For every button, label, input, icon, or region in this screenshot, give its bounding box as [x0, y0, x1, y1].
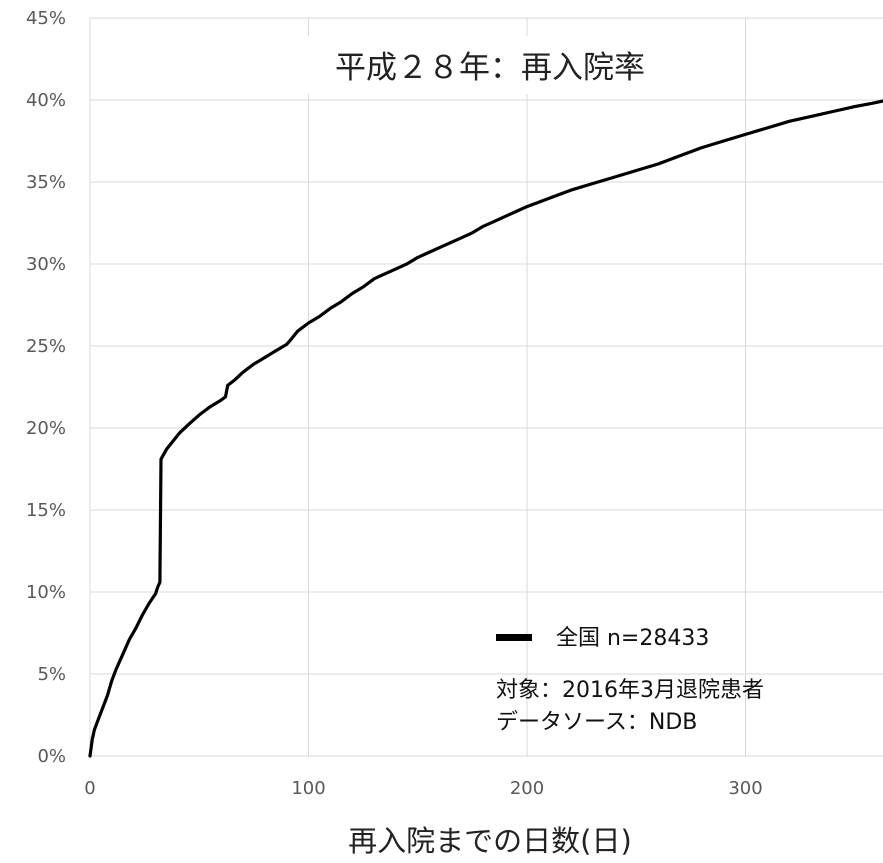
- legend: 全国 n=28433: [496, 626, 709, 651]
- x-tick-label: 0: [84, 778, 95, 799]
- y-axis-ticks: 0% 5% 10% 15% 20% 25% 30% 35% 40% 45%: [26, 8, 66, 767]
- x-axis-label: 再入院までの日数(日): [348, 824, 632, 858]
- y-tick-label: 15%: [26, 500, 66, 521]
- y-tick-label: 45%: [26, 8, 66, 29]
- y-tick-label: 20%: [26, 418, 66, 439]
- x-axis-ticks: 0 100 200 300: [84, 778, 762, 799]
- x-tick-label: 200: [510, 778, 544, 799]
- y-tick-label: 0%: [37, 746, 66, 767]
- note-source: データソース：NDB: [496, 710, 697, 735]
- y-tick-label: 35%: [26, 172, 66, 193]
- title-background: [296, 36, 688, 94]
- y-tick-label: 25%: [26, 336, 66, 357]
- chart-title: 平成２８年：再入院率: [335, 50, 645, 86]
- legend-swatch: [496, 634, 532, 641]
- plot-area: [88, 99, 883, 758]
- series-line: [88, 99, 883, 758]
- x-tick-label: 300: [728, 778, 762, 799]
- legend-label: 全国 n=28433: [556, 626, 709, 651]
- y-tick-label: 30%: [26, 254, 66, 275]
- y-tick-label: 40%: [26, 90, 66, 111]
- gridlines: [89, 17, 883, 757]
- note-target: 対象：2016年3月退院患者: [496, 678, 764, 703]
- x-tick-label: 100: [291, 778, 325, 799]
- y-tick-label: 5%: [37, 664, 66, 685]
- y-tick-label: 10%: [26, 582, 66, 603]
